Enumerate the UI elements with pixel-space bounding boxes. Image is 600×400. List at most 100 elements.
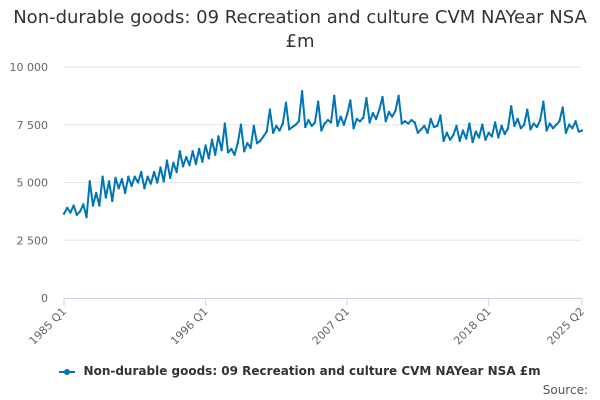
data-point[interactable] (445, 131, 449, 135)
data-point[interactable] (233, 153, 236, 156)
data-point[interactable] (265, 130, 268, 133)
data-point[interactable] (78, 210, 82, 213)
data-point[interactable] (571, 127, 574, 130)
data-point[interactable] (307, 118, 310, 122)
data-point[interactable] (432, 125, 436, 129)
data-point[interactable] (313, 121, 317, 124)
data-point[interactable] (114, 176, 117, 180)
data-point[interactable] (94, 191, 98, 195)
data-point[interactable] (381, 95, 384, 99)
data-point[interactable] (88, 180, 91, 183)
data-point[interactable] (532, 122, 535, 125)
data-point[interactable] (513, 124, 516, 128)
data-point[interactable] (326, 118, 330, 122)
data-point[interactable] (82, 203, 85, 206)
data-point[interactable] (519, 127, 523, 130)
data-point[interactable] (300, 90, 304, 93)
data-point[interactable] (490, 135, 494, 138)
data-point[interactable] (316, 100, 320, 103)
data-point[interactable] (197, 147, 201, 151)
data-point[interactable] (529, 128, 532, 131)
data-point[interactable] (259, 139, 262, 143)
data-point[interactable] (107, 180, 111, 183)
data-point[interactable] (558, 120, 561, 123)
data-point[interactable] (242, 150, 246, 153)
data-point[interactable] (374, 117, 378, 121)
data-point[interactable] (275, 124, 278, 128)
data-point[interactable] (69, 211, 72, 214)
data-point[interactable] (349, 99, 352, 102)
data-point[interactable] (165, 159, 169, 162)
data-point[interactable] (448, 138, 452, 141)
data-point[interactable] (188, 163, 191, 167)
data-point[interactable] (101, 175, 104, 178)
data-point[interactable] (436, 124, 439, 128)
legend[interactable]: Non-durable goods: 09 Recreation and cul… (0, 364, 600, 378)
data-point[interactable] (580, 129, 584, 132)
data-point[interactable] (342, 123, 346, 126)
data-point[interactable] (535, 125, 539, 129)
data-point[interactable] (75, 213, 79, 217)
data-point[interactable] (62, 212, 66, 215)
data-point[interactable] (419, 128, 423, 131)
data-point[interactable] (329, 121, 333, 124)
data-point[interactable] (210, 138, 214, 141)
data-point[interactable] (442, 139, 445, 143)
data-point[interactable] (133, 175, 136, 178)
data-point[interactable] (136, 181, 140, 184)
data-point[interactable] (91, 204, 95, 207)
data-point[interactable] (358, 120, 362, 123)
data-point[interactable] (461, 129, 465, 132)
data-point[interactable] (413, 121, 416, 124)
series-line[interactable] (63, 90, 583, 219)
data-point[interactable] (464, 137, 468, 140)
data-point[interactable] (410, 118, 413, 122)
data-point[interactable] (378, 108, 381, 111)
data-point[interactable] (85, 215, 88, 219)
data-point[interactable] (268, 108, 272, 111)
data-point[interactable] (230, 147, 233, 151)
data-point[interactable] (522, 123, 526, 126)
data-point[interactable] (191, 150, 194, 153)
data-point[interactable] (172, 161, 175, 165)
data-point[interactable] (320, 129, 323, 132)
data-point[interactable] (548, 122, 552, 125)
data-point[interactable] (120, 177, 124, 181)
data-point[interactable] (468, 122, 471, 125)
data-point[interactable] (561, 106, 564, 109)
data-point[interactable] (140, 170, 143, 174)
data-point[interactable] (278, 129, 281, 132)
data-point[interactable] (423, 124, 426, 128)
data-point[interactable] (271, 131, 275, 135)
data-point[interactable] (201, 160, 204, 163)
data-point[interactable] (255, 142, 259, 145)
data-point[interactable] (551, 127, 555, 130)
data-point[interactable] (130, 184, 133, 188)
data-point[interactable] (123, 191, 127, 195)
data-point[interactable] (362, 116, 365, 120)
data-point[interactable] (175, 170, 178, 174)
data-point[interactable] (323, 122, 326, 125)
data-point[interactable] (439, 114, 442, 117)
data-point[interactable] (497, 136, 500, 139)
data-point[interactable] (249, 146, 252, 150)
data-point[interactable] (181, 165, 185, 168)
data-point[interactable] (204, 144, 207, 147)
data-point[interactable] (493, 121, 497, 124)
data-point[interactable] (143, 187, 146, 190)
data-point[interactable] (220, 148, 223, 152)
data-point[interactable] (474, 130, 478, 133)
data-point[interactable] (455, 124, 458, 128)
data-point[interactable] (117, 187, 120, 190)
data-point[interactable] (281, 122, 284, 125)
data-point[interactable] (355, 117, 358, 121)
data-point[interactable] (429, 117, 432, 121)
data-point[interactable] (223, 122, 227, 125)
data-point[interactable] (310, 124, 313, 128)
data-point[interactable] (352, 127, 355, 130)
data-point[interactable] (555, 123, 558, 126)
data-point[interactable] (149, 182, 153, 185)
data-point[interactable] (214, 153, 217, 156)
data-point[interactable] (487, 131, 490, 135)
data-point[interactable] (297, 120, 301, 123)
